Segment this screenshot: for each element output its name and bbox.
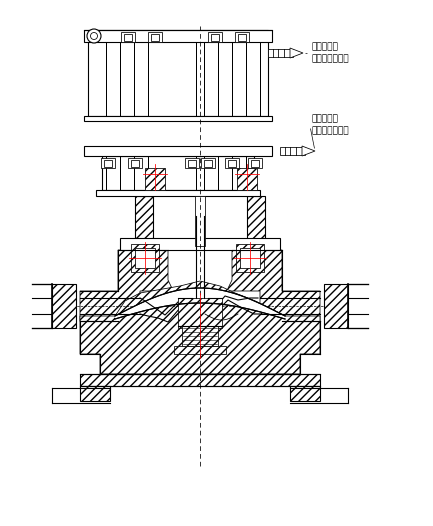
Polygon shape [302,146,315,156]
Polygon shape [80,374,320,386]
Polygon shape [124,34,132,41]
Polygon shape [290,48,303,58]
Polygon shape [290,386,320,401]
Polygon shape [211,34,219,41]
Polygon shape [174,346,226,354]
Polygon shape [280,147,305,155]
Polygon shape [115,288,285,319]
Polygon shape [185,158,199,168]
Polygon shape [238,34,246,41]
Polygon shape [248,158,262,168]
Polygon shape [235,32,249,42]
Polygon shape [101,158,115,168]
Polygon shape [52,284,76,328]
Polygon shape [148,32,162,42]
Polygon shape [225,158,239,168]
Polygon shape [131,160,139,167]
Polygon shape [120,238,280,250]
Polygon shape [182,326,218,346]
Polygon shape [201,158,215,168]
Polygon shape [104,160,112,167]
Polygon shape [237,168,257,190]
Polygon shape [228,160,236,167]
Polygon shape [128,158,142,168]
Polygon shape [247,196,265,256]
Polygon shape [80,250,180,321]
Polygon shape [188,160,196,167]
Polygon shape [324,284,348,328]
Polygon shape [135,196,153,256]
Polygon shape [80,281,320,374]
Polygon shape [135,248,155,268]
Circle shape [87,29,101,43]
Polygon shape [88,30,268,116]
Text: 上进汽源管: 上进汽源管 [312,42,339,51]
Polygon shape [178,298,222,328]
Polygon shape [236,244,264,272]
Polygon shape [80,386,110,401]
Polygon shape [131,244,159,272]
Polygon shape [121,32,135,42]
Polygon shape [208,32,222,42]
Polygon shape [240,248,260,268]
Polygon shape [84,116,272,121]
Text: 下进汽源管: 下进汽源管 [312,114,339,123]
Polygon shape [84,146,272,156]
Polygon shape [195,196,205,246]
Polygon shape [96,190,260,196]
Polygon shape [151,34,159,41]
Polygon shape [84,30,272,42]
Polygon shape [220,250,320,321]
Polygon shape [145,168,165,190]
Text: 汽源源、阀开启: 汽源源、阀开启 [312,126,349,135]
Polygon shape [102,156,254,190]
Text: 汽源源、阀关闭: 汽源源、阀关闭 [312,54,349,63]
Polygon shape [204,160,212,167]
Polygon shape [251,160,259,167]
Polygon shape [268,49,293,57]
